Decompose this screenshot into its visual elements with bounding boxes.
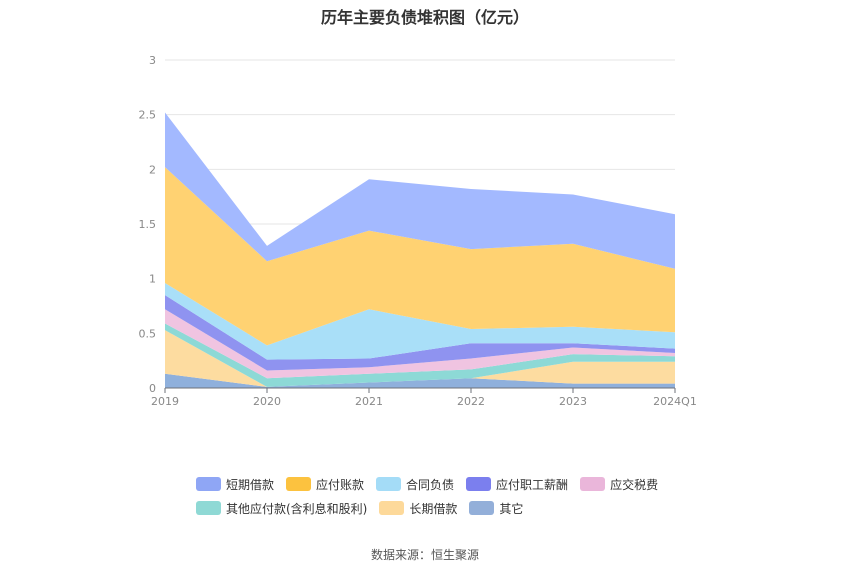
y-tick-label: 1.5 [139, 218, 157, 231]
legend-swatch [286, 477, 312, 491]
area-series [165, 295, 675, 371]
x-tick-label: 2023 [559, 395, 587, 408]
area-series [165, 167, 675, 346]
legend-item-long-term-loan[interactable]: 长期借款 [379, 500, 457, 517]
legend-item-other-payables[interactable]: 其他应付款(含利息和股利) [196, 500, 367, 517]
legend-label: 短期借款 [226, 477, 275, 492]
x-tick-label: 2021 [355, 395, 383, 408]
y-tick-label: 0.5 [139, 327, 157, 340]
legend-item-short-term-loan[interactable]: 短期借款 [196, 476, 274, 493]
area-series [165, 112, 675, 269]
x-tick-label: 2022 [457, 395, 485, 408]
y-tick-label: 3 [149, 54, 156, 67]
y-tick-label: 0 [149, 382, 156, 395]
legend-row-2: 其他应付款(含利息和股利) 长期借款 其它 [196, 496, 676, 520]
area-series [165, 330, 675, 387]
x-tick-label: 2020 [253, 395, 281, 408]
y-tick-label: 2 [149, 163, 156, 176]
chart-title: 历年主要负债堆积图（亿元） [320, 8, 529, 27]
legend-swatch [580, 477, 606, 491]
legend-swatch [196, 501, 221, 515]
area-series [165, 373, 675, 388]
legend-label: 长期借款 [409, 501, 458, 516]
legend-label: 其它 [499, 501, 524, 516]
legend-label: 其他应付款(含利息和股利) [226, 501, 368, 516]
chart-legend: 短期借款 应付账款 合同负债 应付职工薪酬 应交税费 其他应付款(含利息和股利)… [196, 472, 676, 520]
x-tick-label: 2024Q1 [653, 395, 697, 408]
x-tick-label: 2019 [151, 395, 179, 408]
data-source-note: 数据来源：恒生聚源 [370, 548, 479, 562]
legend-swatch [196, 477, 221, 491]
legend-item-accounts-payable[interactable]: 应付账款 [286, 476, 364, 493]
legend-item-taxes-payable[interactable]: 应交税费 [580, 476, 658, 493]
area-series [165, 283, 675, 360]
area-series [165, 309, 675, 379]
legend-label: 合同负债 [406, 477, 455, 492]
legend-swatch [466, 477, 492, 491]
legend-label: 应付账款 [316, 477, 365, 492]
y-tick-label: 2.5 [139, 109, 157, 122]
area-series [165, 323, 675, 387]
y-tick-label: 1 [149, 273, 156, 286]
legend-item-other[interactable]: 其它 [469, 500, 523, 517]
legend-item-payroll-payable[interactable]: 应付职工薪酬 [466, 476, 568, 493]
legend-swatch [376, 477, 402, 491]
legend-label: 应交税费 [610, 477, 659, 492]
legend-swatch [469, 501, 495, 515]
legend-item-contract-liabilities[interactable]: 合同负债 [376, 476, 454, 493]
legend-label: 应付职工薪酬 [496, 477, 569, 492]
legend-swatch [379, 501, 405, 515]
legend-row-1: 短期借款 应付账款 合同负债 应付职工薪酬 应交税费 [196, 472, 676, 496]
